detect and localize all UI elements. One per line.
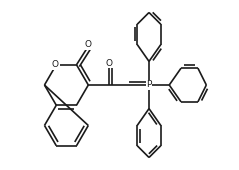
Text: O: O	[105, 59, 112, 68]
Text: O: O	[52, 60, 59, 69]
Text: O: O	[85, 40, 92, 49]
Text: P: P	[146, 81, 152, 89]
